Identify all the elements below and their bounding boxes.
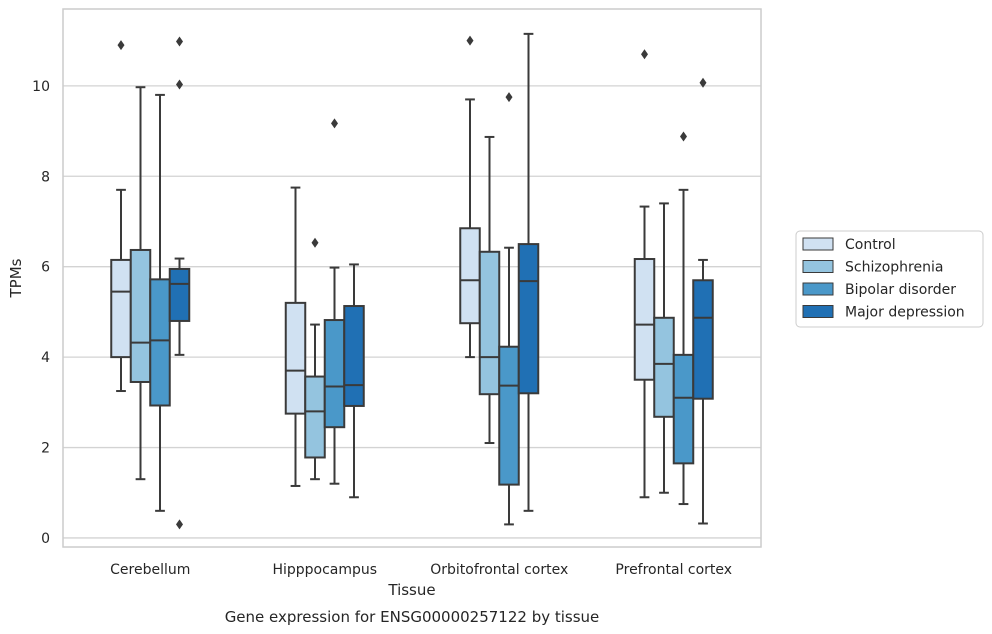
x-tick-label: Hipppocampus (272, 562, 377, 578)
x-tick-label: Orbitofrontal cortex (430, 562, 568, 578)
outlier-point (641, 49, 648, 60)
legend-label: Major depression (845, 305, 965, 321)
outlier-point (176, 519, 183, 530)
figure-caption: Gene expression for ENSG00000257122 by t… (225, 608, 600, 626)
legend-swatch (802, 305, 834, 318)
outlier-point (176, 79, 183, 90)
box-group (284, 118, 365, 499)
box (149, 278, 171, 407)
legend-label: Bipolar disorder (845, 282, 956, 298)
x-axis-label: Tissue (387, 581, 435, 599)
legend: Control Schizophrenia Bipolar disorder Majo… (795, 230, 984, 328)
box (517, 243, 540, 395)
box (168, 267, 191, 322)
outlier-point (117, 40, 125, 51)
y-tick-labels: 0 2 4 6 8 10 (32, 79, 50, 547)
box (692, 279, 714, 400)
box (110, 258, 132, 359)
box (304, 375, 326, 459)
x-tick-label: Prefrontal cortex (615, 562, 732, 578)
y-tick-label: 4 (41, 350, 50, 366)
outlier-point (466, 35, 474, 46)
y-axis-label: TPMs (7, 258, 25, 298)
box (129, 248, 152, 383)
legend-swatch (802, 282, 834, 296)
box-group (633, 49, 714, 525)
x-tick-labels: Cerebellum Hipppocampus Orbitofrontal cort… (110, 562, 732, 578)
box (459, 227, 481, 325)
box (478, 250, 501, 396)
box-group (459, 32, 540, 526)
box (653, 316, 675, 418)
legend-label: Schizophrenia (845, 260, 943, 276)
legend-swatch (802, 237, 834, 251)
outlier-point (331, 118, 338, 129)
outlier-point (699, 77, 707, 88)
y-tick-label: 2 (41, 441, 50, 457)
outlier-point (680, 131, 687, 142)
legend-swatch (802, 260, 834, 273)
outlier-point (176, 36, 183, 47)
outlier-point (311, 237, 319, 248)
x-tick-label: Cerebellum (110, 562, 190, 578)
box-group (110, 36, 191, 530)
outlier-point (505, 92, 513, 103)
y-tick-label: 10 (32, 79, 50, 95)
box (343, 305, 365, 407)
y-tick-label: 0 (41, 531, 50, 547)
box (633, 258, 656, 381)
y-tick-label: 6 (41, 260, 50, 276)
plot-frame (62, 8, 762, 548)
legend-label: Control (845, 237, 896, 253)
box (323, 319, 346, 429)
legend-frame (795, 230, 984, 328)
box (284, 301, 307, 415)
box (672, 353, 695, 465)
box-groups (110, 32, 714, 530)
box (498, 345, 520, 486)
y-tick-label: 8 (41, 169, 50, 185)
